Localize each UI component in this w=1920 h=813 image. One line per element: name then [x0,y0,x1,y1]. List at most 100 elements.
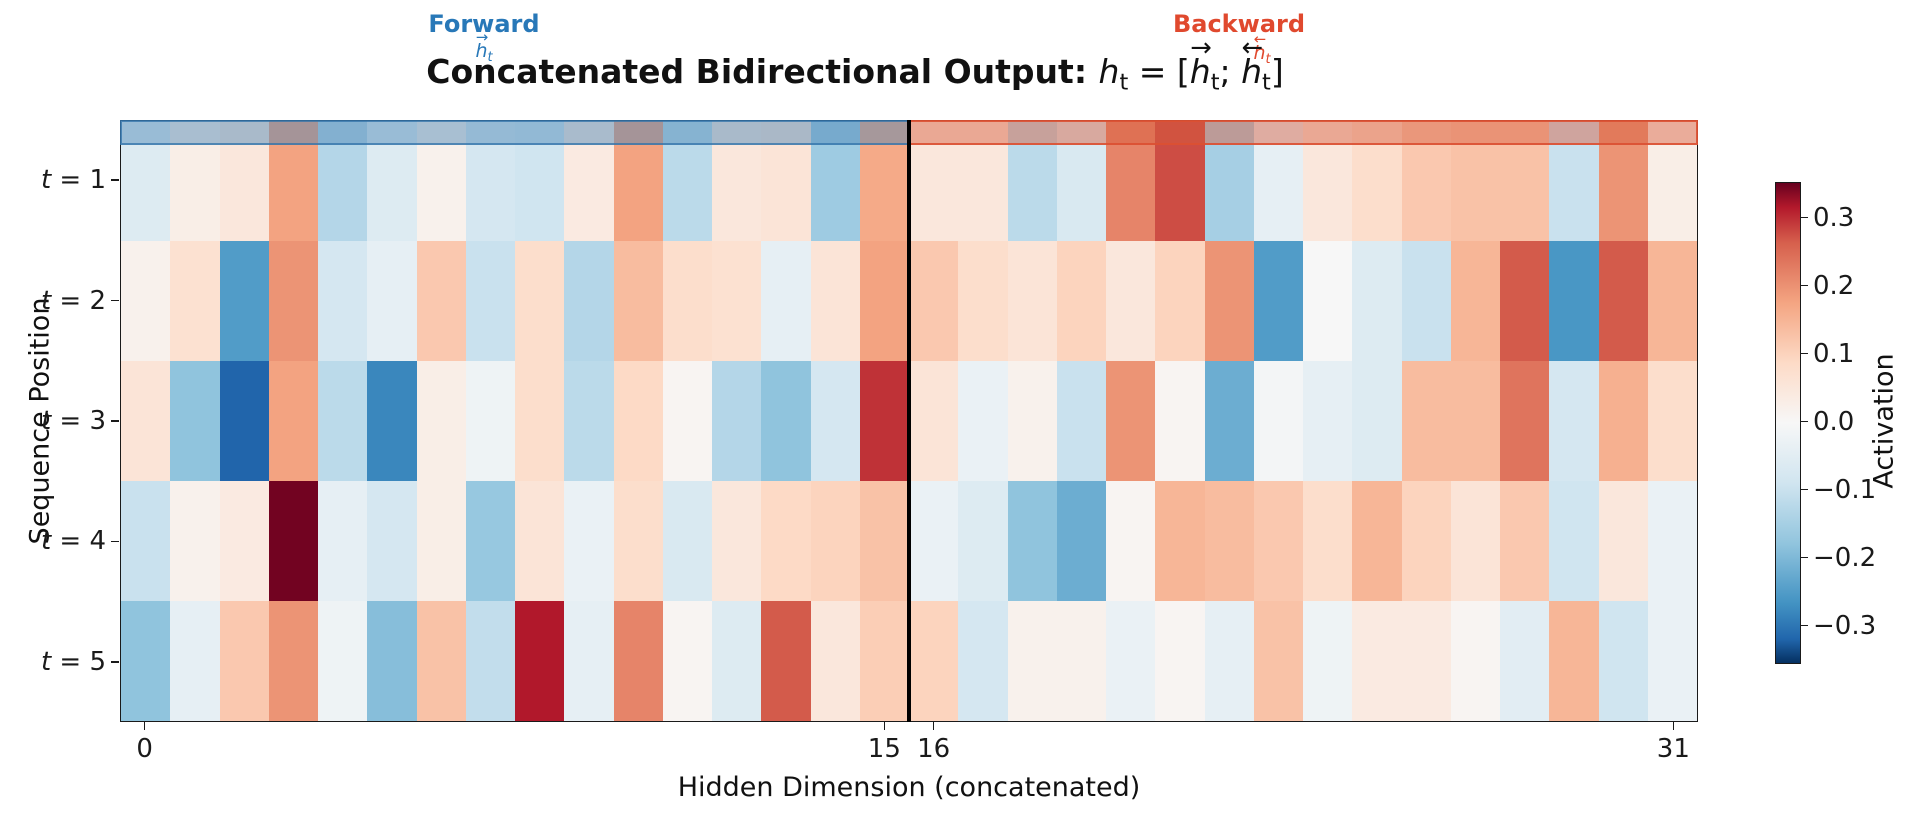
heatmap-cell [662,361,712,481]
forward-label: Forward [428,10,540,38]
heatmap-cell [219,121,269,241]
heatmap-cell [1401,361,1451,481]
heatmap-cell [1549,241,1599,361]
heatmap-cell [712,241,762,361]
heatmap-cell [761,481,811,601]
heatmap-cell [662,241,712,361]
heatmap-cell [1598,601,1648,721]
heatmap-cell [515,121,565,241]
heatmap-cell [1450,121,1500,241]
heatmap-cell [1253,121,1303,241]
heatmap-cell [564,481,614,601]
heatmap-cell [1352,481,1402,601]
x-tick-mark [932,722,935,730]
heatmap-cell [1450,601,1500,721]
heatmap-cell [859,361,909,481]
heatmap-cell [1303,121,1353,241]
heatmap-cell [810,361,860,481]
forward-h-vector: → ht [475,28,493,65]
heatmap-cell [1450,481,1500,601]
heatmap-cell [318,481,368,601]
heatmap-cell [761,241,811,361]
heatmap-cell [1056,601,1106,721]
colorbar-tick-label: −0.2 [1813,542,1877,573]
forward-backward-divider [907,120,911,722]
heatmap-cell [564,241,614,361]
heatmap-cell [367,241,417,361]
colorbar-tick-label: 0.1 [1813,338,1855,369]
heatmap-cell [515,601,565,721]
heatmap-cell [712,481,762,601]
heatmap-grid [121,121,1697,721]
x-tick-label: 31 [1656,734,1690,764]
heatmap-cell [1155,241,1205,361]
heatmap-cell [268,121,318,241]
x-tick-mark [143,722,146,730]
left-arrow-icon: ← [1253,30,1267,48]
heatmap-cell [121,481,171,601]
heatmap-cell [1056,121,1106,241]
heatmap-cell [1155,361,1205,481]
colorbar-tick-label: 0.2 [1813,270,1855,301]
heatmap-cell [1106,601,1156,721]
colorbar-tick-mark [1801,624,1808,627]
heatmap-cell [1352,241,1402,361]
left-arrow-icon: ← [1241,33,1264,64]
heatmap-cell [1056,361,1106,481]
heatmap-cell [613,481,663,601]
y-tick-mark [111,661,119,663]
heatmap-cell [958,481,1008,601]
colorbar-tick-label: 0.0 [1813,406,1855,437]
colorbar-tick-mark [1801,352,1808,355]
heatmap-cell [416,241,466,361]
heatmap-cell [1549,481,1599,601]
heatmap-cell [416,121,466,241]
backward-label: Backward [1172,10,1306,38]
heatmap-cell [909,241,959,361]
heatmap-cell [1352,361,1402,481]
heatmap-cell [367,121,417,241]
heatmap-cell [859,121,909,241]
heatmap-cell [1450,361,1500,481]
heatmap-cell [810,601,860,721]
heatmap-cell [564,601,614,721]
colorbar-label: Activation [1868,353,1900,489]
heatmap-cell [1303,241,1353,361]
heatmap-cell [219,241,269,361]
heatmap-cell [170,481,220,601]
heatmap-cell [613,121,663,241]
chart-title: Concatenated Bidirectional Output: ht = … [426,33,1284,96]
heatmap-cell [958,601,1008,721]
heatmap-cell [416,601,466,721]
heatmap-cell [909,121,959,241]
heatmap-cell [1500,121,1550,241]
heatmap-cell [121,241,171,361]
heatmap-cell [268,361,318,481]
x-tick-label: 0 [136,734,153,764]
y-tick-mark [111,299,119,302]
heatmap-cell [219,601,269,721]
heatmap-cell [318,361,368,481]
heatmap-cell [1500,241,1550,361]
heatmap-cell [958,241,1008,361]
heatmap-cell [170,121,220,241]
heatmap-cell [1598,241,1648,361]
heatmap-cell [712,361,762,481]
heatmap-cell [1106,361,1156,481]
heatmap-cell [268,241,318,361]
heatmap-cell [761,121,811,241]
backward-highlight-band [909,120,1698,145]
heatmap-cell [810,241,860,361]
heatmap-cell [1155,121,1205,241]
heatmap-cell [909,601,959,721]
heatmap-cell [1007,601,1057,721]
heatmap-cell [1647,601,1697,721]
heatmap-cell [1007,121,1057,241]
heatmap-cell [515,481,565,601]
heatmap-cell [1647,241,1697,361]
heatmap-cell [1106,241,1156,361]
heatmap-cell [416,361,466,481]
heatmap-cell [268,601,318,721]
colorbar-tick-label: −0.1 [1813,474,1877,505]
